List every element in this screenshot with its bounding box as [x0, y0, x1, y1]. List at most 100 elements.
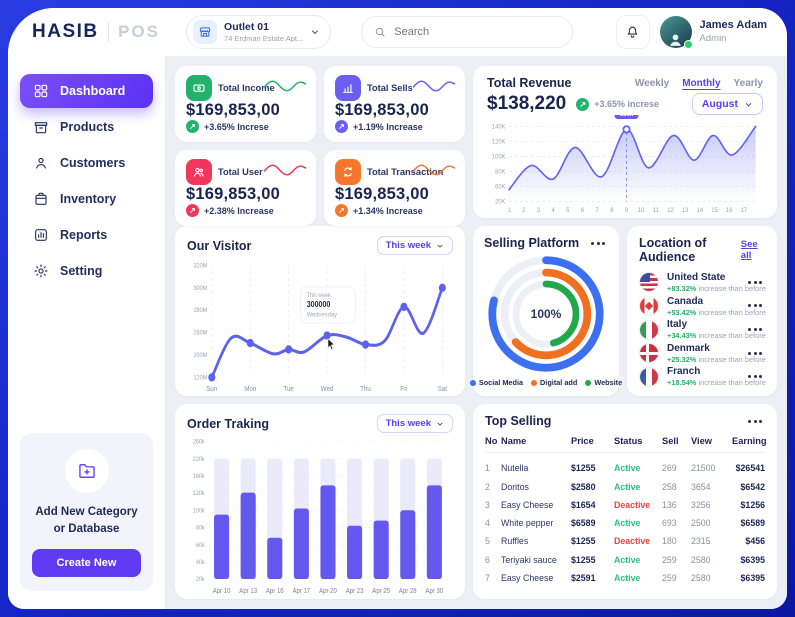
- legend-dot: [531, 379, 538, 386]
- customers-icon: [36, 157, 46, 169]
- sidebar-item-setting[interactable]: Setting: [20, 254, 153, 288]
- search-box[interactable]: [361, 16, 574, 48]
- revenue-chart: 20K 60K 80K 100K 120K 140K 1 2 3 4 5 6 7 8 9 10 11 12 13 14…: [487, 115, 763, 214]
- column-header: Name: [501, 436, 527, 446]
- sparkline: [263, 164, 307, 176]
- cell-price: $2580: [571, 481, 596, 492]
- svg-text:3: 3: [537, 208, 541, 214]
- stat-title: Total Income: [218, 83, 275, 93]
- arrow-up-right-icon: ↗: [576, 97, 590, 111]
- arrow-up-right-icon: ↗: [186, 204, 199, 217]
- cell-name: Easy Cheese: [501, 572, 554, 583]
- create-new-button[interactable]: Create New: [32, 549, 141, 577]
- cell-price: $1255: [571, 554, 596, 565]
- more-icon[interactable]: [745, 325, 765, 334]
- sidebar-item-inventory[interactable]: Inventory: [20, 182, 153, 216]
- legend-dot: [469, 379, 476, 386]
- country-name: Canada: [667, 295, 704, 307]
- search-input[interactable]: [394, 26, 561, 38]
- svg-text:300M: 300M: [193, 286, 207, 292]
- svg-text:260M: 260M: [193, 330, 207, 336]
- order-tracking-card: Order Traking This week 20k 40k 60k 80k 100k…: [175, 404, 465, 599]
- svg-text:136k: 136k: [620, 115, 634, 118]
- table-row: 4 White pepper $6589 Active 693 2500 $65…: [485, 518, 765, 528]
- inventory-icon: [35, 192, 47, 205]
- country-name: Franch: [667, 366, 701, 378]
- svg-text:9: 9: [625, 208, 628, 214]
- svg-text:Mon: Mon: [244, 386, 256, 394]
- svg-text:280M: 280M: [193, 308, 207, 314]
- svg-text:60k: 60k: [196, 542, 206, 549]
- country-change: +25.32% increase than before: [667, 354, 766, 364]
- status-badge: Active: [614, 572, 641, 583]
- cell-no: 3: [485, 499, 490, 510]
- more-icon[interactable]: [745, 278, 765, 287]
- stat-change: ↗ +1.19% Increase: [335, 120, 454, 133]
- user-icon: [670, 34, 681, 46]
- svg-text:This week: This week: [307, 293, 331, 299]
- flag-dk-icon: [639, 343, 659, 364]
- folder-plus-icon: [78, 463, 95, 478]
- svg-text:40k: 40k: [196, 560, 206, 567]
- tab-yearly[interactable]: Yearly: [733, 77, 763, 89]
- cell-sell: 258: [662, 481, 677, 492]
- chevron-down-icon: [436, 242, 444, 250]
- column-header: Sell: [662, 436, 679, 446]
- more-icon[interactable]: [588, 239, 608, 248]
- cell-no: 6: [485, 554, 490, 565]
- platform-legend: Social Media Digital add Website: [469, 378, 622, 387]
- cell-sell: 136: [662, 499, 677, 510]
- cell-view: 2580: [691, 554, 711, 565]
- svg-text:5: 5: [566, 208, 570, 214]
- svg-text:2: 2: [522, 208, 525, 214]
- audience-list: United State +83.32% increase than befor…: [639, 271, 766, 388]
- svg-text:320M: 320M: [193, 263, 207, 269]
- status-badge: Active: [614, 463, 641, 474]
- audience-row: Canada +53.42% increase than before: [639, 295, 766, 318]
- month-select[interactable]: August: [691, 93, 763, 115]
- cell-earning: $456: [745, 536, 765, 547]
- orders-week-select[interactable]: This week: [376, 414, 453, 433]
- outlet-name: Outlet 01: [224, 21, 269, 34]
- folder-plus-icon: [64, 448, 109, 493]
- bell-icon: [625, 25, 640, 40]
- sparkline: [263, 80, 307, 92]
- cell-no: 4: [485, 518, 490, 528]
- user-name: James Adam: [699, 19, 767, 32]
- svg-text:Apr 30: Apr 30: [426, 587, 444, 595]
- more-icon[interactable]: [745, 349, 765, 358]
- stat-card: Total Transaction $169,853,00 ↗ +1.34% In…: [324, 150, 465, 226]
- svg-text:Apr 20: Apr 20: [319, 587, 337, 595]
- stat-title: Total User: [218, 167, 263, 177]
- top-selling-title: Top Selling: [485, 414, 552, 428]
- outlet-selector[interactable]: Outlet 01 74 Erdman Estate Apt...: [186, 15, 332, 49]
- sidebar-item-customers[interactable]: Customers: [20, 146, 153, 180]
- more-icon[interactable]: [745, 372, 765, 381]
- svg-text:1: 1: [507, 208, 510, 214]
- svg-text:20K: 20K: [495, 199, 505, 205]
- table-body: 1 Nutella $1255 Active 269 21500 $26541 …: [485, 453, 765, 591]
- svg-text:220k: 220k: [193, 456, 206, 463]
- avatar: [659, 16, 693, 49]
- more-icon[interactable]: [745, 301, 765, 310]
- visitor-week-select[interactable]: This week: [376, 236, 453, 255]
- sidebar-item-products[interactable]: Products: [20, 110, 153, 144]
- cell-view: 21500: [691, 463, 716, 474]
- svg-text:200M: 200M: [193, 353, 207, 359]
- see-all-link[interactable]: See all: [740, 239, 758, 261]
- tab-weekly[interactable]: Weekly: [634, 77, 670, 89]
- cell-no: 5: [485, 536, 490, 547]
- tab-monthly[interactable]: Monthly: [682, 77, 721, 89]
- promo-title: Add New Category or Database: [35, 505, 138, 535]
- sidebar-item-dashboard[interactable]: Dashboard: [20, 74, 153, 108]
- sidebar-item-reports[interactable]: Reports: [20, 218, 153, 252]
- svg-text:Apr 13: Apr 13: [239, 587, 257, 595]
- notifications-button[interactable]: [615, 15, 650, 49]
- user-profile[interactable]: James Adam Admin: [659, 16, 767, 49]
- flag-it-icon: [639, 319, 659, 340]
- country-change: +53.42% increase than before: [667, 307, 766, 317]
- svg-text:Apr 10: Apr 10: [213, 587, 231, 595]
- column-header: View: [691, 436, 713, 446]
- svg-text:Apr 28: Apr 28: [399, 587, 417, 595]
- more-icon[interactable]: [745, 417, 765, 426]
